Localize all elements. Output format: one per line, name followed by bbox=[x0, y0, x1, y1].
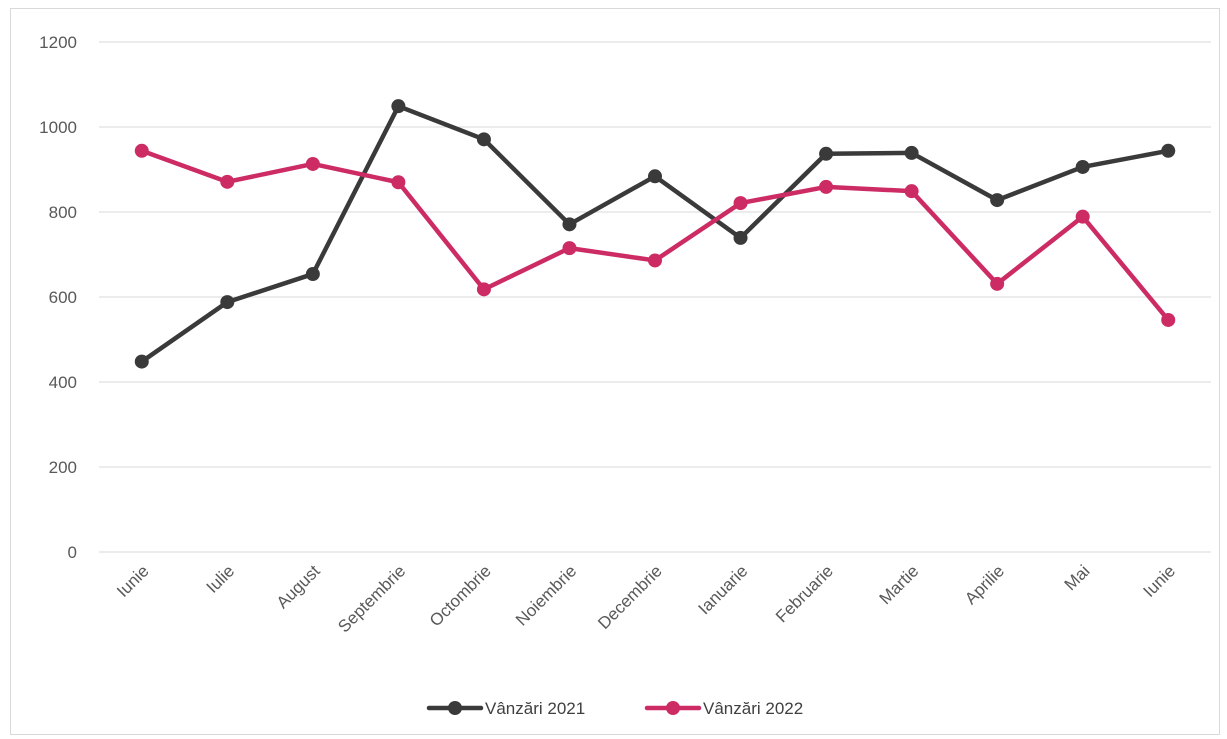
data-point bbox=[733, 196, 748, 211]
data-point bbox=[562, 217, 577, 232]
data-point bbox=[990, 193, 1005, 208]
legend-item: Vânzări 2022 bbox=[644, 699, 803, 718]
x-tick-label: Iunie bbox=[1140, 561, 1180, 601]
series-line bbox=[139, 103, 1171, 364]
x-tick-label: Decembrie bbox=[594, 561, 666, 633]
data-point bbox=[819, 146, 834, 161]
line-chart: 0 200 400 600 800 1000 1200 Iunie Iulie August Se… bbox=[39, 33, 1211, 718]
data-point bbox=[391, 99, 406, 114]
data-point bbox=[648, 169, 662, 184]
data-point bbox=[305, 267, 320, 282]
data-point bbox=[990, 276, 1005, 291]
data-point bbox=[733, 230, 748, 245]
data-point bbox=[220, 295, 235, 310]
data-point bbox=[1161, 143, 1176, 158]
data-point bbox=[904, 184, 919, 199]
x-axis-ticks: Iunie Iulie August Septembrie Octombrie Noiem… bbox=[113, 561, 1179, 636]
data-point bbox=[391, 175, 406, 190]
y-tick-label: 0 bbox=[68, 543, 77, 562]
x-tick-label: Aprilie bbox=[961, 561, 1008, 608]
data-point bbox=[904, 145, 919, 160]
x-tick-label: Iulie bbox=[203, 561, 238, 596]
x-tick-label: Ianuarie bbox=[694, 561, 751, 618]
data-point bbox=[1075, 209, 1090, 224]
gridlines bbox=[99, 41, 1211, 553]
legend-marker bbox=[448, 701, 462, 715]
data-point bbox=[819, 179, 834, 194]
x-tick-label: Noiembrie bbox=[512, 561, 580, 629]
x-tick-label: Februarie bbox=[772, 561, 837, 626]
x-tick-label: Septembrie bbox=[334, 561, 409, 636]
series-1 bbox=[134, 99, 1176, 369]
data-point bbox=[305, 156, 320, 171]
y-tick-label: 200 bbox=[49, 458, 77, 477]
x-tick-label: August bbox=[273, 561, 324, 612]
y-tick-label: 1200 bbox=[39, 33, 77, 52]
y-tick-label: 400 bbox=[49, 373, 77, 392]
y-tick-label: 600 bbox=[49, 288, 77, 307]
series-2 bbox=[134, 143, 1176, 327]
series-layer bbox=[134, 99, 1176, 369]
y-tick-label: 1000 bbox=[39, 118, 77, 137]
legend: Vânzări 2021 Vânzări 2022 bbox=[426, 699, 803, 718]
chart-frame: 0 200 400 600 800 1000 1200 Iunie Iulie August Se… bbox=[10, 8, 1220, 735]
data-point bbox=[134, 354, 149, 369]
data-point bbox=[476, 282, 491, 297]
data-point bbox=[1161, 312, 1176, 327]
y-tick-label: 800 bbox=[49, 203, 77, 222]
x-tick-label: Mai bbox=[1061, 561, 1094, 594]
data-point bbox=[1075, 159, 1090, 174]
data-point bbox=[134, 143, 149, 158]
y-axis-ticks: 0 200 400 600 800 1000 1200 bbox=[39, 33, 77, 562]
legend-item: Vânzări 2021 bbox=[426, 699, 585, 718]
x-tick-label: Octombrie bbox=[426, 561, 495, 630]
legend-marker bbox=[666, 701, 680, 715]
data-point bbox=[562, 241, 577, 256]
data-point bbox=[220, 174, 235, 189]
legend-label: Vânzări 2021 bbox=[485, 699, 585, 718]
legend-label: Vânzări 2022 bbox=[703, 699, 803, 718]
x-tick-label: Martie bbox=[876, 561, 923, 608]
data-point bbox=[476, 132, 491, 147]
x-tick-label: Iunie bbox=[113, 561, 153, 601]
data-point bbox=[648, 253, 662, 268]
